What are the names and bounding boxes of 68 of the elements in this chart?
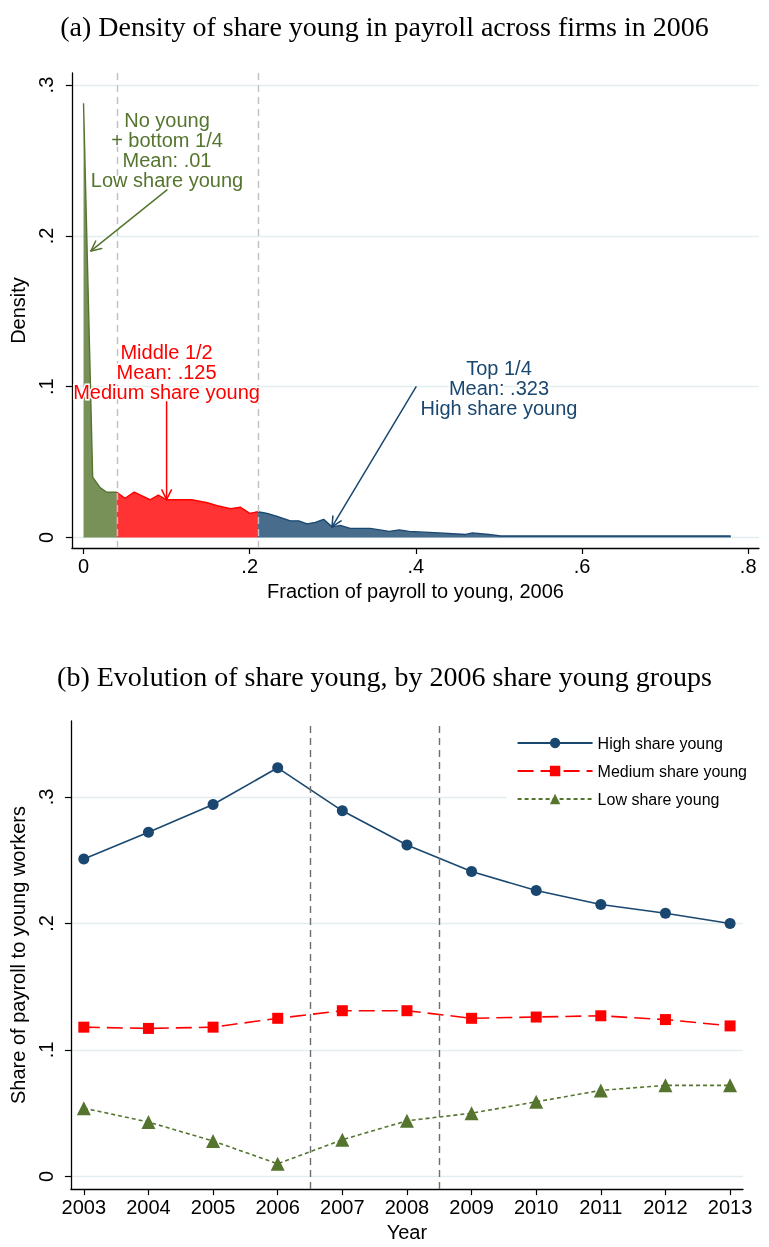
y-axis-title: Density <box>7 277 29 344</box>
point <box>78 1021 90 1033</box>
point <box>272 1012 284 1024</box>
x-tick-label: 2009 <box>449 1196 494 1219</box>
point <box>593 1083 608 1098</box>
y-tick-label: 0 <box>34 1170 57 1183</box>
point <box>142 1022 154 1034</box>
point <box>466 866 478 878</box>
point <box>659 907 671 919</box>
chart-title: (a) Density of share young in payroll across firms in 2006 <box>60 10 709 42</box>
x-tick-label: 0 <box>77 555 90 577</box>
x-tick-label: 2006 <box>255 1196 300 1219</box>
y-tick-label: .3 <box>34 76 57 94</box>
point <box>270 1156 285 1171</box>
x-tick-label: 2010 <box>513 1196 559 1219</box>
y-tick-label: .2 <box>34 227 57 245</box>
x-axis-title: Year <box>386 1221 428 1243</box>
point <box>335 1132 350 1147</box>
point <box>336 1005 348 1017</box>
point <box>724 917 736 929</box>
x-tick-label: 2011 <box>579 1196 623 1219</box>
point <box>529 1094 544 1109</box>
annotation: Top 1/4 Mean: .323 High share young <box>420 356 578 419</box>
point <box>336 805 348 817</box>
x-tick-label: 2005 <box>190 1196 236 1219</box>
point <box>464 1106 479 1121</box>
point <box>272 762 284 774</box>
point <box>658 1078 673 1093</box>
point <box>466 1012 478 1024</box>
point <box>142 826 154 838</box>
x-tick-label: 2012 <box>643 1196 688 1219</box>
point <box>141 1115 156 1130</box>
legend-label: High share young <box>597 734 724 752</box>
x-tick-label: .6 <box>573 555 591 577</box>
x-tick-label: 2004 <box>126 1196 171 1219</box>
annotation: No young + bottom 1/4 Mean: .01 Low share young <box>90 108 244 191</box>
point <box>659 1014 671 1026</box>
point <box>595 1010 607 1022</box>
y-tick-label: .1 <box>34 378 57 395</box>
point <box>207 799 219 810</box>
legend-label: Medium share young <box>597 762 748 780</box>
point <box>530 885 542 897</box>
x-tick-label: 2008 <box>384 1196 430 1219</box>
chart-title: (b) Evolution of share young, by 2006 share young groups <box>57 660 712 692</box>
y-tick-label: 0 <box>34 531 57 544</box>
point <box>76 1101 91 1116</box>
point <box>207 1021 219 1033</box>
point <box>530 1011 542 1023</box>
x-tick-label: .4 <box>407 555 425 577</box>
x-tick-label: .8 <box>739 555 757 577</box>
x-axis-title: Fraction of payroll to young, 2006 <box>267 580 564 602</box>
y-tick-label: .3 <box>34 788 57 806</box>
x-tick-label: 2003 <box>61 1196 107 1219</box>
x-tick-label: 2007 <box>320 1196 365 1219</box>
y-tick-label: .1 <box>34 1041 57 1059</box>
point <box>723 1078 738 1093</box>
point <box>401 1005 413 1017</box>
x-tick-label: 2013 <box>707 1196 753 1219</box>
x-tick-label: .2 <box>241 555 259 577</box>
point <box>401 839 413 851</box>
point <box>399 1113 414 1128</box>
point <box>206 1134 221 1149</box>
y-tick-label: .2 <box>34 915 57 932</box>
y-axis-title: Share of payroll to young workers <box>7 806 29 1105</box>
point <box>78 853 90 865</box>
point <box>595 898 607 910</box>
point <box>724 1020 736 1032</box>
legend-label: Low share young <box>597 790 720 808</box>
